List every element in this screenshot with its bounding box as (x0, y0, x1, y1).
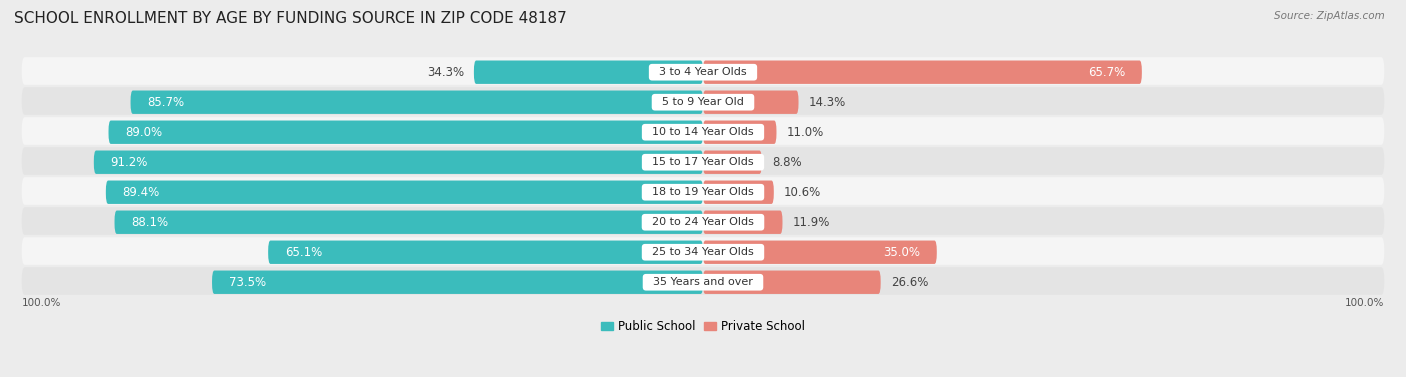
Text: 11.9%: 11.9% (793, 216, 830, 229)
Text: 25 to 34 Year Olds: 25 to 34 Year Olds (645, 247, 761, 257)
Text: 3 to 4 Year Olds: 3 to 4 Year Olds (652, 67, 754, 77)
FancyBboxPatch shape (703, 90, 799, 114)
FancyBboxPatch shape (703, 121, 776, 144)
Text: 88.1%: 88.1% (131, 216, 169, 229)
Text: 5 to 9 Year Old: 5 to 9 Year Old (655, 97, 751, 107)
Text: 10.6%: 10.6% (783, 186, 821, 199)
Text: 10 to 14 Year Olds: 10 to 14 Year Olds (645, 127, 761, 137)
FancyBboxPatch shape (703, 271, 880, 294)
Text: 35 Years and over: 35 Years and over (647, 277, 759, 287)
Text: Source: ZipAtlas.com: Source: ZipAtlas.com (1274, 11, 1385, 21)
Text: 89.4%: 89.4% (122, 186, 160, 199)
FancyBboxPatch shape (21, 237, 1385, 265)
Text: 100.0%: 100.0% (21, 298, 60, 308)
FancyBboxPatch shape (703, 150, 762, 174)
FancyBboxPatch shape (21, 87, 1385, 115)
Text: 26.6%: 26.6% (890, 276, 928, 289)
Text: 14.3%: 14.3% (808, 96, 846, 109)
Text: 20 to 24 Year Olds: 20 to 24 Year Olds (645, 217, 761, 227)
FancyBboxPatch shape (703, 60, 1142, 84)
FancyBboxPatch shape (21, 57, 1385, 85)
Text: 11.0%: 11.0% (786, 126, 824, 139)
FancyBboxPatch shape (21, 267, 1385, 295)
FancyBboxPatch shape (105, 181, 703, 204)
Text: 85.7%: 85.7% (148, 96, 184, 109)
Text: 15 to 17 Year Olds: 15 to 17 Year Olds (645, 157, 761, 167)
Text: 34.3%: 34.3% (427, 66, 464, 79)
Text: 73.5%: 73.5% (229, 276, 266, 289)
FancyBboxPatch shape (94, 150, 703, 174)
Text: 65.7%: 65.7% (1088, 66, 1125, 79)
Text: 8.8%: 8.8% (772, 156, 801, 169)
Text: 35.0%: 35.0% (883, 246, 920, 259)
FancyBboxPatch shape (21, 117, 1385, 145)
FancyBboxPatch shape (108, 121, 703, 144)
FancyBboxPatch shape (21, 207, 1385, 235)
FancyBboxPatch shape (131, 90, 703, 114)
Text: SCHOOL ENROLLMENT BY AGE BY FUNDING SOURCE IN ZIP CODE 48187: SCHOOL ENROLLMENT BY AGE BY FUNDING SOUR… (14, 11, 567, 26)
FancyBboxPatch shape (21, 177, 1385, 205)
FancyBboxPatch shape (703, 210, 783, 234)
FancyBboxPatch shape (703, 241, 936, 264)
FancyBboxPatch shape (703, 181, 773, 204)
FancyBboxPatch shape (212, 271, 703, 294)
Text: 18 to 19 Year Olds: 18 to 19 Year Olds (645, 187, 761, 197)
Legend: Public School, Private School: Public School, Private School (600, 320, 806, 333)
Text: 91.2%: 91.2% (111, 156, 148, 169)
FancyBboxPatch shape (21, 147, 1385, 175)
FancyBboxPatch shape (474, 60, 703, 84)
FancyBboxPatch shape (269, 241, 703, 264)
FancyBboxPatch shape (114, 210, 703, 234)
Text: 100.0%: 100.0% (1346, 298, 1385, 308)
Text: 65.1%: 65.1% (285, 246, 322, 259)
Text: 89.0%: 89.0% (125, 126, 162, 139)
